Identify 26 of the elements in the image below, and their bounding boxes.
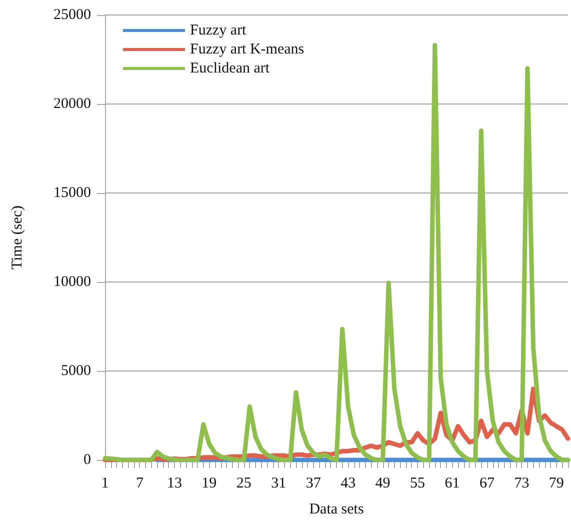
x-tick-label: 55 [410,476,426,492]
y-tick-label: 0 [84,452,91,468]
legend-label: Fuzzy art K-means [190,42,304,58]
y-tick-label: 5000 [61,363,91,379]
x-tick-label: 19 [202,476,217,492]
y-tick-label: 25000 [54,7,91,23]
x-tick-label: 25 [236,476,252,492]
x-tick-label: 13 [166,476,182,492]
y-axis-title: Time (sec) [10,205,26,270]
legend-label: Fuzzy art [190,22,248,38]
y-tick-label: 15000 [54,185,91,201]
x-tick-label: 73 [514,476,530,492]
x-axis-title: Data sets [309,502,364,518]
x-tick-label: 61 [444,476,460,492]
x-tick-label: 67 [479,476,495,492]
x-tick-label: 43 [340,476,356,492]
legend-label: Euclidean art [190,60,270,76]
line-series [102,43,570,462]
y-tick-label: 10000 [54,274,91,290]
x-tick-label: 7 [136,476,144,492]
x-tick-label: 79 [548,476,564,492]
x-tick-label: 37 [306,476,322,492]
x-tick-label: 49 [375,476,390,492]
x-tick-label: 1 [101,476,109,492]
y-tick-label: 20000 [54,96,91,112]
x-tick-label: 31 [271,476,286,492]
